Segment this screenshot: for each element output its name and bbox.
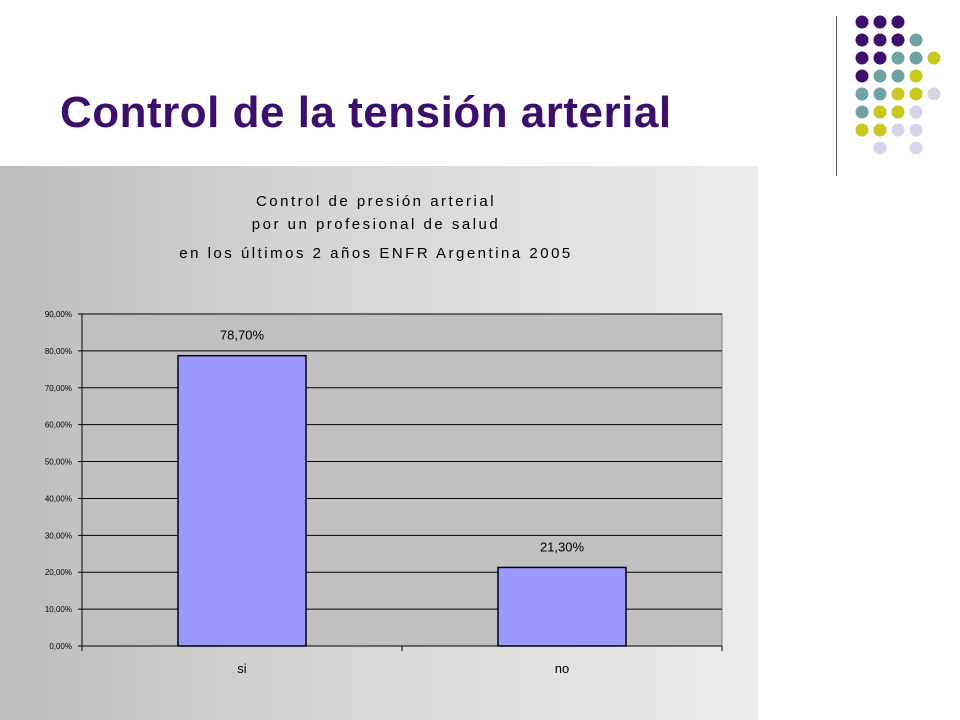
- y-tick-label: 50,00%: [45, 458, 72, 467]
- decor-dot-purple: [855, 69, 869, 83]
- decor-dot-lavender: [891, 123, 905, 137]
- decor-dot-teal: [909, 33, 923, 47]
- decor-dot-purple: [873, 33, 887, 47]
- bar-no: [497, 566, 627, 647]
- decor-dot-yellow: [927, 51, 941, 65]
- chart-area: Control de presión arterial por un profe…: [0, 166, 758, 720]
- decor-dot-yellow: [873, 105, 887, 119]
- decor-dot-lavender: [927, 87, 941, 101]
- bar-si: [177, 354, 307, 647]
- category-label-no: no: [555, 661, 569, 676]
- decor-dot-teal: [855, 87, 869, 101]
- y-tick-label: 10,00%: [45, 605, 72, 614]
- decor-dot-yellow: [891, 105, 905, 119]
- category-label-si: si: [237, 661, 247, 676]
- decor-dot-purple: [855, 51, 869, 65]
- data-label-no: 21,30%: [540, 539, 585, 554]
- decor-dot-purple: [873, 51, 887, 65]
- chart-title-line-1: Control de presión arterial: [256, 193, 496, 210]
- slide-title: Control de la tensión arterial: [60, 88, 672, 137]
- decor-dot-purple: [891, 33, 905, 47]
- decor-dot-purple: [873, 15, 887, 29]
- decor-dot-teal: [873, 87, 887, 101]
- y-tick-label: 40,00%: [45, 494, 72, 503]
- bar-chart: Control de presión arterial por un profe…: [45, 193, 723, 676]
- decor-dot-purple: [855, 33, 869, 47]
- chart-title-line-3: en los últimos 2 años ENFR Argentina 200…: [179, 245, 573, 262]
- decorative-dot-grid: [855, 15, 941, 155]
- y-tick-label: 0,00%: [49, 642, 72, 651]
- y-tick-label: 80,00%: [45, 347, 72, 356]
- decor-dot-teal: [909, 51, 923, 65]
- decor-dot-purple: [855, 15, 869, 29]
- decor-dot-teal: [891, 51, 905, 65]
- decor-dot-purple: [891, 15, 905, 29]
- decor-dot-yellow: [909, 69, 923, 83]
- decor-dot-teal: [855, 105, 869, 119]
- decor-dot-teal: [873, 69, 887, 83]
- y-tick-label: 60,00%: [45, 421, 72, 430]
- divider-line: [836, 16, 837, 176]
- decor-dot-yellow: [909, 87, 923, 101]
- decor-dot-lavender: [873, 141, 887, 155]
- y-tick-label: 70,00%: [45, 384, 72, 393]
- data-label-si: 78,70%: [220, 328, 265, 343]
- decor-dot-yellow: [891, 87, 905, 101]
- decor-dot-lavender: [909, 141, 923, 155]
- decor-dot-yellow: [873, 123, 887, 137]
- decor-dot-teal: [891, 69, 905, 83]
- decor-dot-lavender: [909, 123, 923, 137]
- decor-dot-lavender: [909, 105, 923, 119]
- y-tick-label: 30,00%: [45, 531, 72, 540]
- decor-dot-yellow: [855, 123, 869, 137]
- chart-title-line-2: por un profesional de salud: [252, 216, 500, 233]
- y-tick-label: 20,00%: [45, 568, 72, 577]
- y-tick-label: 90,00%: [45, 310, 72, 319]
